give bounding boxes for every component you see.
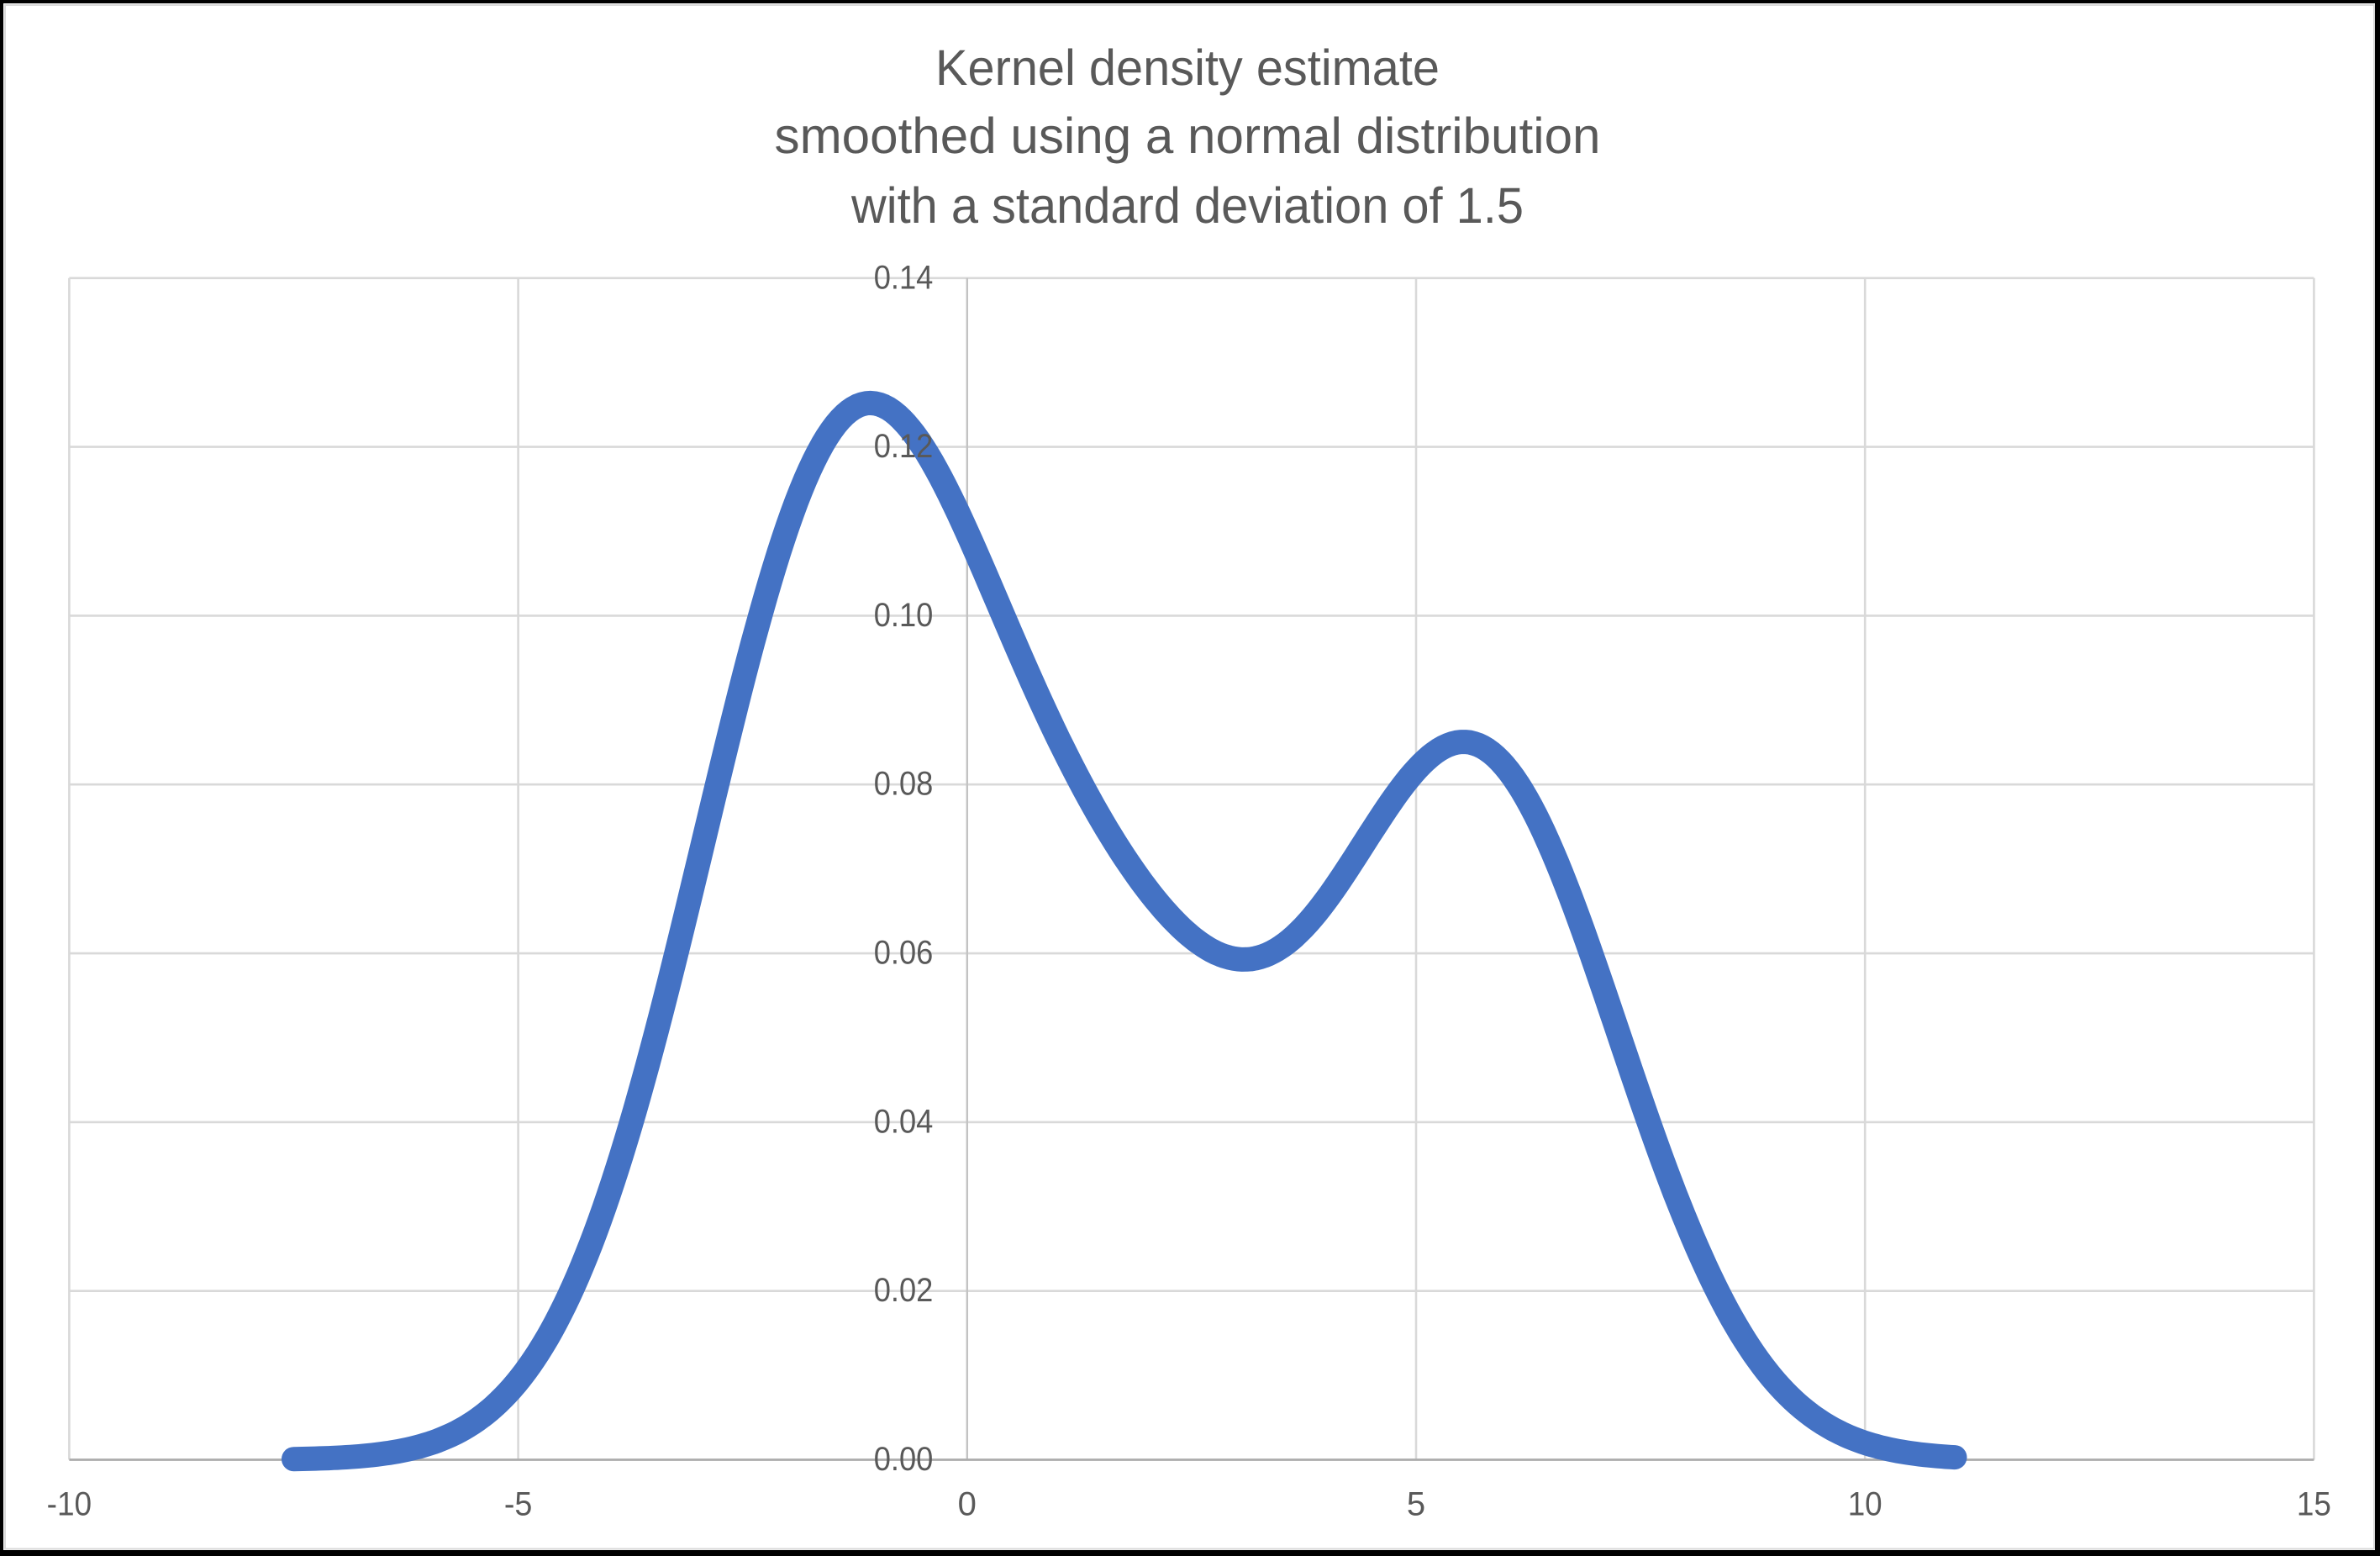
svg-text:-5: -5 (504, 1486, 533, 1523)
svg-text:0.06: 0.06 (874, 935, 934, 972)
svg-text:0.08: 0.08 (874, 766, 934, 803)
svg-text:0.12: 0.12 (874, 428, 934, 465)
svg-text:0.00: 0.00 (874, 1441, 934, 1478)
svg-text:0.10: 0.10 (874, 597, 934, 634)
svg-text:10: 10 (1848, 1486, 1882, 1523)
svg-text:0.04: 0.04 (874, 1103, 934, 1140)
svg-text:-10: -10 (47, 1486, 92, 1523)
svg-text:0.14: 0.14 (874, 259, 934, 296)
svg-text:with a standard deviation of 1: with a standard deviation of 1.5 (850, 177, 1524, 234)
svg-text:0: 0 (958, 1486, 977, 1523)
svg-text:15: 15 (2297, 1486, 2331, 1523)
svg-text:smoothed using a normal distri: smoothed using a normal distribution (775, 108, 1601, 164)
svg-text:5: 5 (1407, 1486, 1425, 1523)
svg-text:0.02: 0.02 (874, 1272, 934, 1309)
svg-text:Kernel density estimate: Kernel density estimate (935, 40, 1440, 96)
